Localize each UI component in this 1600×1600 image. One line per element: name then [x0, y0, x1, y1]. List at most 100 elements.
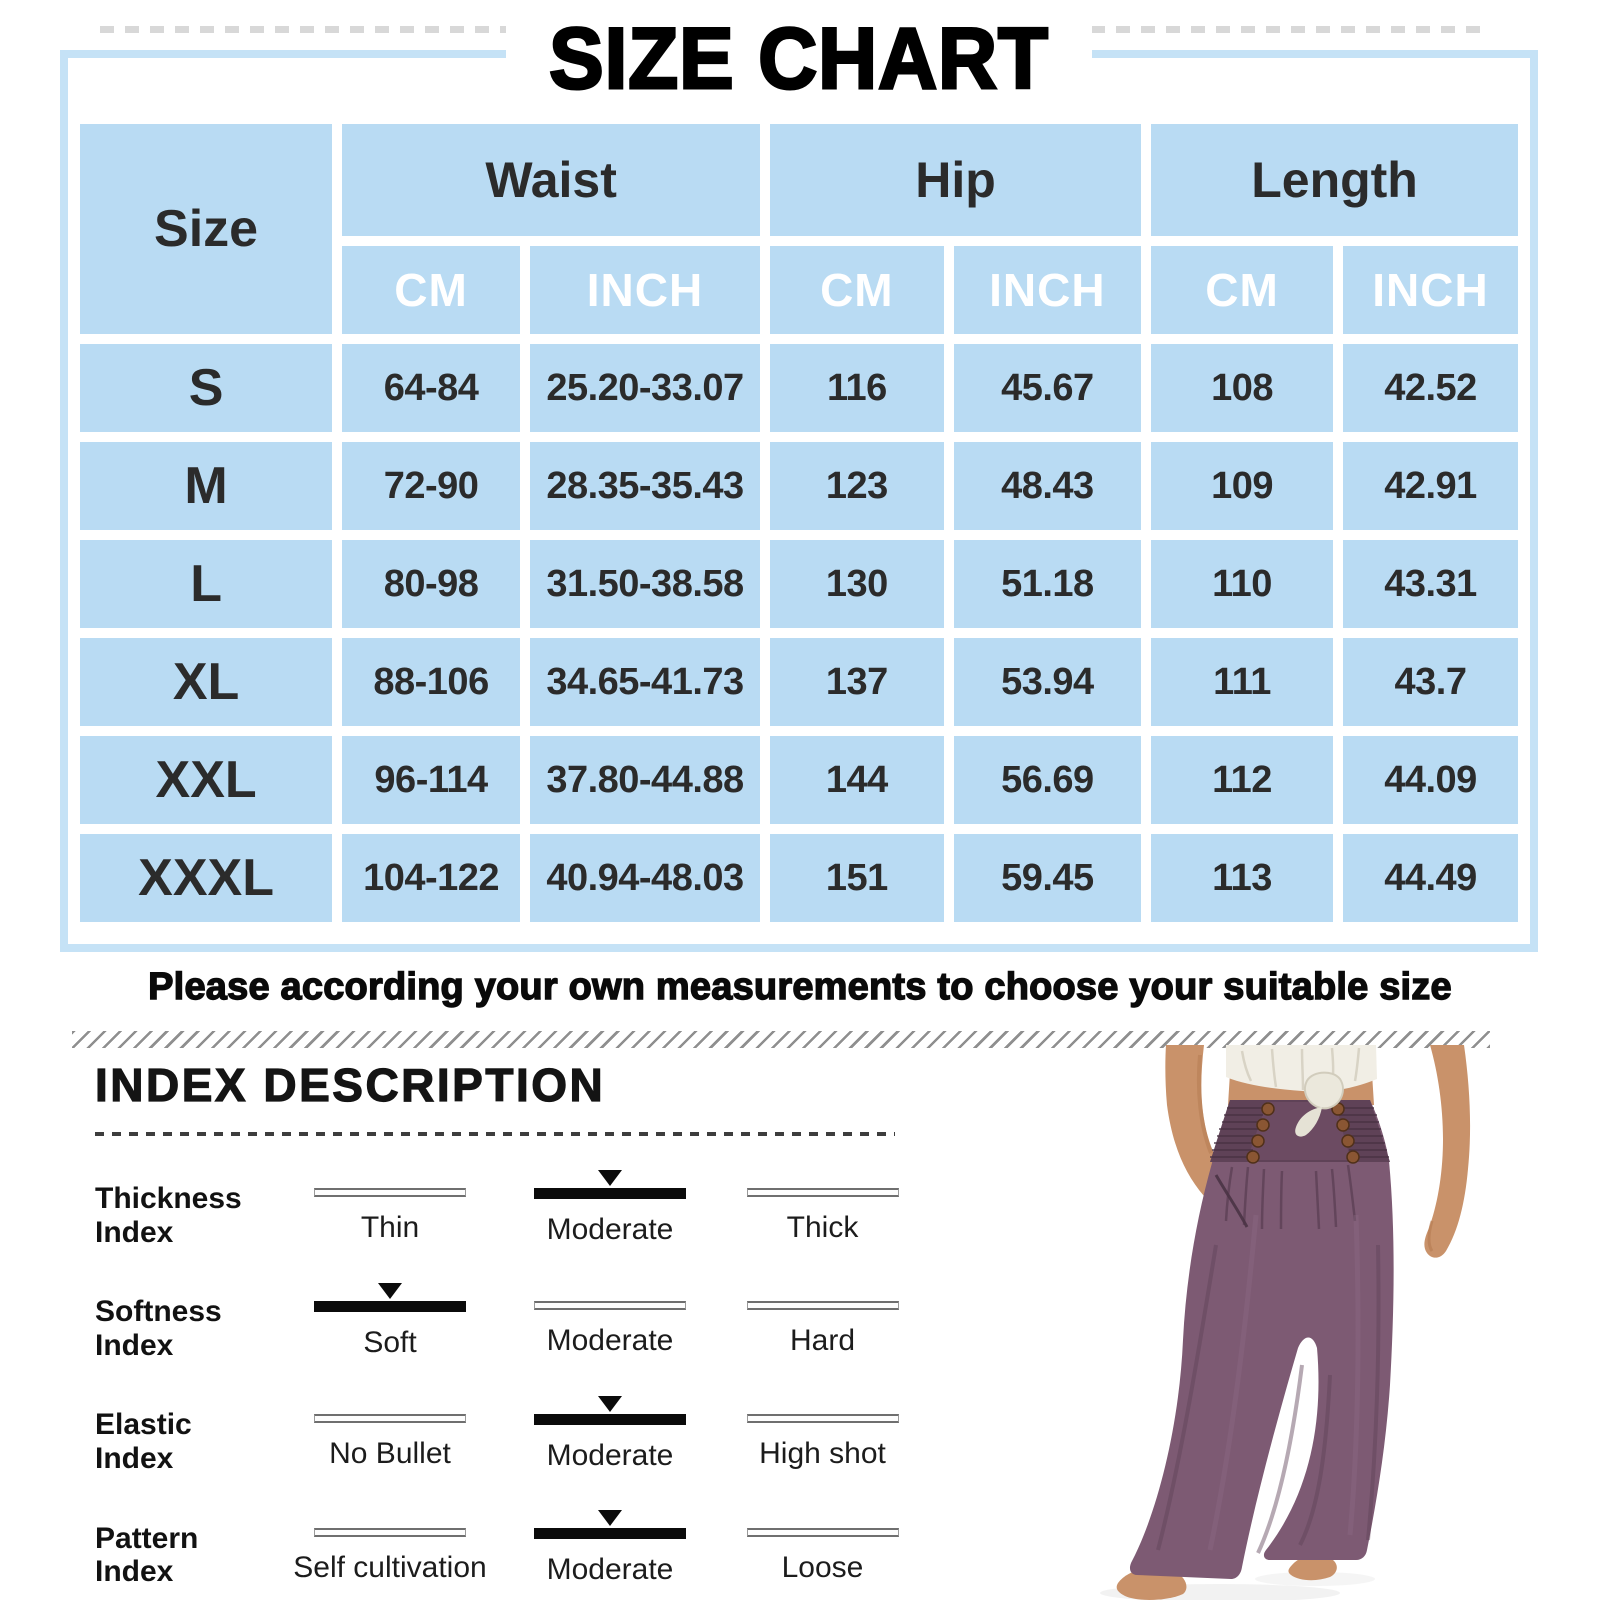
index-level-bar: [534, 1301, 686, 1311]
length-cm-value: 112: [1151, 736, 1333, 824]
selected-triangle-icon: [598, 1396, 622, 1413]
length-cm-value: 113: [1151, 834, 1333, 922]
index-level-bar: [534, 1188, 686, 1199]
hip-inch-value: 59.45: [953, 834, 1142, 922]
title-dash-decoration-right: [1066, 26, 1490, 33]
hip-cm-value: 130: [770, 540, 944, 628]
size-value: L: [80, 540, 333, 628]
unit-header-waist-inch: INCH: [529, 246, 761, 334]
measurement-note: Please according your own measurements t…: [147, 965, 1452, 1008]
index-option-label: Moderate: [546, 1213, 674, 1246]
title-dash-decoration-left: [100, 26, 530, 33]
index-row-label: Elastic Index: [95, 1408, 192, 1475]
table-row-xl: XL 88-106 34.65-41.73 137 53.94 111 43.7: [80, 638, 1518, 726]
index-row-label: Pattern Index: [95, 1521, 199, 1589]
length-cm-value: 111: [1151, 638, 1333, 726]
index-level-bar: [746, 1527, 899, 1537]
waist-inch-value: 31.50-38.58: [529, 540, 761, 628]
index-option-label: Moderate: [546, 1324, 674, 1358]
unit-header-waist-cm: CM: [342, 246, 520, 334]
index-option: Moderate: [500, 1160, 720, 1249]
size-value: XXXL: [80, 834, 333, 922]
index-option: Thick: [720, 1160, 925, 1249]
pants-model-illustration: [1100, 1045, 1471, 1600]
hip-cm-value: 144: [770, 736, 944, 824]
length-inch-value: 44.09: [1342, 736, 1518, 824]
fabric-shading: [1156, 1244, 1381, 1554]
selected-triangle-icon: [378, 1283, 402, 1300]
length-cm-value: 109: [1151, 442, 1333, 530]
length-inch-value: 42.91: [1342, 442, 1518, 530]
length-inch-value: 43.7: [1342, 638, 1518, 726]
waist-inch-value: 25.20-33.07: [529, 344, 761, 432]
waist-cm-value: 104-122: [342, 834, 520, 922]
waist-cm-value: 64-84: [342, 344, 520, 432]
product-photo: [1080, 1045, 1540, 1600]
index-option-label: Self cultivation: [293, 1550, 487, 1584]
index-level-bar: [314, 1301, 466, 1313]
waist-inch-value: 34.65-41.73: [529, 638, 761, 726]
size-value: M: [80, 442, 333, 530]
index-option: Soft: [280, 1273, 500, 1362]
waist-inch-value: 40.94-48.03: [529, 834, 761, 922]
waist-inch-value: 28.35-35.43: [529, 442, 761, 530]
index-option-label: Moderate: [546, 1439, 674, 1473]
right-arm: [1424, 1045, 1471, 1258]
selected-triangle-icon: [598, 1509, 622, 1526]
selected-triangle-icon: [598, 1170, 622, 1186]
hip-inch-value: 53.94: [953, 638, 1142, 726]
index-level-bar: [746, 1188, 899, 1197]
hip-inch-value: 45.67: [953, 344, 1142, 432]
index-level-bar: [314, 1527, 466, 1537]
column-header-size: Size: [80, 124, 333, 334]
hip-cm-value: 116: [770, 344, 944, 432]
size-chart-box: SIZE CHART Size Waist Hip Length CM INCH…: [60, 8, 1538, 952]
table-row-xxl: XXL 96-114 37.80-44.88 144 56.69 112 44.…: [80, 736, 1518, 824]
dashed-divider: [95, 1132, 895, 1136]
index-level-bar: [534, 1527, 686, 1539]
table-row-xxxl: XXXL 104-122 40.94-48.03 151 59.45 113 4…: [80, 834, 1518, 922]
page-title: SIZE CHART: [506, 8, 1092, 110]
index-description-section: INDEX DESCRIPTION Thickness Index Thin M…: [94, 1058, 925, 1589]
page-title-text: SIZE CHART: [548, 10, 1050, 109]
index-level-bar: [314, 1414, 466, 1424]
shirring-lines: [1210, 1107, 1389, 1158]
index-row-softness: Softness Index Soft Moderate Hard: [95, 1273, 925, 1362]
size-value: XXL: [80, 736, 333, 824]
index-option: Moderate: [500, 1273, 720, 1362]
index-option-label: Thin: [360, 1211, 420, 1244]
size-value: S: [80, 344, 333, 432]
left-arm: [1165, 1045, 1248, 1213]
index-option-label: Thick: [786, 1211, 859, 1244]
waist-cm-value: 88-106: [342, 638, 520, 726]
index-row-pattern: Pattern Index Self cultivation Moderate …: [95, 1500, 925, 1589]
hip-cm-value: 137: [770, 638, 944, 726]
length-inch-value: 43.31: [1342, 540, 1518, 628]
size-table: Size Waist Hip Length CM INCH CM INCH CM…: [70, 114, 1528, 932]
waist-cm-value: 96-114: [342, 736, 520, 824]
hip-inch-value: 56.69: [953, 736, 1142, 824]
index-level-bar: [746, 1301, 899, 1311]
column-header-hip: Hip: [770, 124, 1142, 236]
hip-cm-value: 123: [770, 442, 944, 530]
unit-header-length-cm: CM: [1151, 246, 1333, 334]
length-cm-value: 110: [1151, 540, 1333, 628]
unit-header-hip-cm: CM: [770, 246, 944, 334]
waist-buttons: [1246, 1102, 1360, 1164]
index-option-label: No Bullet: [329, 1437, 451, 1471]
waist-cm-value: 72-90: [342, 442, 520, 530]
size-value: XL: [80, 638, 333, 726]
index-option: Self cultivation: [280, 1500, 500, 1589]
table-row-s: S 64-84 25.20-33.07 116 45.67 108 42.52: [80, 344, 1518, 432]
index-row-label: Softness Index: [95, 1295, 222, 1362]
unit-header-length-inch: INCH: [1342, 246, 1518, 334]
index-option-label: Loose: [781, 1550, 864, 1584]
index-option-label: High shot: [759, 1437, 886, 1471]
index-level-bar: [534, 1414, 686, 1426]
column-header-waist: Waist: [342, 124, 761, 236]
index-description-heading: INDEX DESCRIPTION: [94, 1058, 606, 1111]
index-row-thickness: Thickness Index Thin Moderate Thick: [95, 1160, 925, 1249]
pants: [1129, 1100, 1394, 1579]
length-inch-value: 42.52: [1342, 344, 1518, 432]
